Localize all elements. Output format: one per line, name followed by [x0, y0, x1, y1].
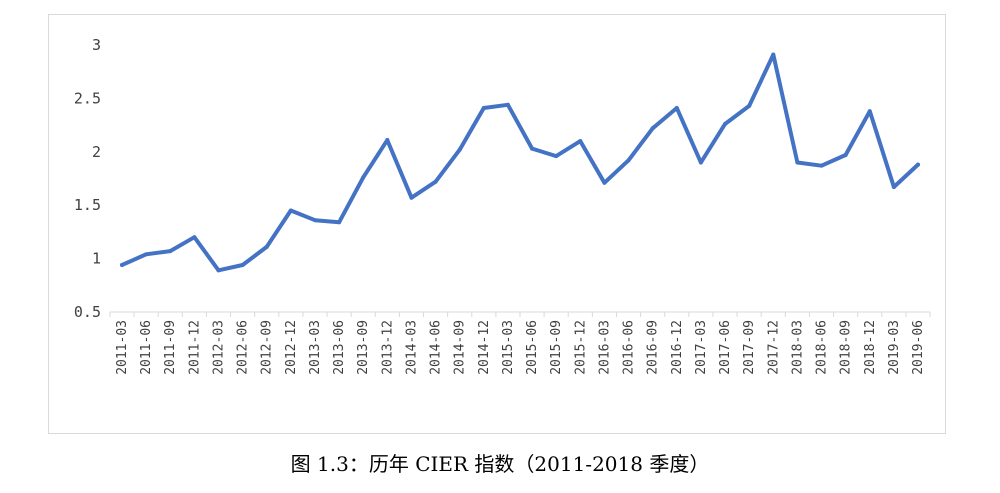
- y-tick-label: 1.5: [74, 196, 101, 214]
- data-point: [505, 102, 510, 107]
- data-point: [602, 180, 607, 185]
- x-tick-label: 2011-12: [187, 320, 202, 375]
- y-axis-ticks: 0.5 1 1.5 2 2.5 3: [74, 36, 101, 321]
- x-tick-label: 2011-03: [115, 320, 130, 375]
- x-tick-label: 2015-09: [549, 320, 564, 375]
- data-point: [916, 162, 920, 167]
- data-point: [481, 106, 486, 111]
- x-tick-label: 2018-06: [815, 320, 830, 375]
- x-tick-label: 2014-03: [404, 320, 419, 375]
- data-point: [312, 218, 317, 223]
- data-point: [723, 122, 728, 127]
- x-tick-label: 2016-03: [597, 320, 612, 375]
- data-point: [554, 154, 559, 159]
- chart-frame: 0.5 1 1.5 2 2.5 3 2011-03 2011-06 2011-09 2011-1…: [48, 14, 946, 434]
- y-tick-label: 3: [92, 36, 101, 54]
- x-tick-label: 2012-12: [284, 320, 299, 375]
- x-tick-label: 2017-06: [718, 320, 733, 375]
- x-tick-label: 2017-12: [766, 320, 781, 375]
- x-tick-label: 2014-12: [477, 320, 492, 375]
- data-point: [747, 103, 752, 108]
- x-tick-label: 2011-06: [139, 320, 154, 375]
- data-point: [795, 160, 800, 165]
- data-point: [192, 235, 197, 240]
- data-point: [698, 160, 703, 165]
- data-point: [385, 138, 390, 143]
- data-point: [891, 185, 896, 190]
- x-tick-label: 2013-09: [356, 320, 371, 375]
- x-tick-label: 2018-09: [839, 320, 854, 375]
- x-axis-ticks: 2011-03 2011-06 2011-09 2011-12 2012-03 2012-…: [109, 312, 931, 375]
- data-point: [867, 109, 872, 114]
- data-point: [337, 220, 342, 225]
- data-point: [530, 146, 535, 151]
- data-point: [120, 263, 124, 268]
- series-line: [120, 52, 920, 273]
- y-tick-label: 2.5: [74, 89, 101, 107]
- line-chart: 0.5 1 1.5 2 2.5 3 2011-03 2011-06 2011-09 2011-1…: [74, 36, 931, 375]
- x-tick-label: 2017-03: [694, 320, 709, 375]
- x-tick-label: 2013-03: [308, 320, 323, 375]
- x-tick-label: 2016-09: [646, 320, 661, 375]
- x-tick-label: 2017-09: [742, 320, 757, 375]
- figure-caption: 图 1.3：历年 CIER 指数（2011-2018 季度）: [290, 452, 710, 476]
- x-tick-label: 2014-09: [453, 320, 468, 375]
- data-point: [650, 126, 655, 131]
- data-point: [771, 52, 776, 57]
- x-tick-label: 2019-06: [911, 320, 926, 375]
- x-tick-label: 2011-09: [163, 320, 178, 375]
- x-tick-label: 2013-12: [380, 320, 395, 375]
- x-tick-label: 2015-06: [525, 320, 540, 375]
- x-tick-label: 2013-06: [332, 320, 347, 375]
- data-point: [578, 139, 583, 144]
- x-tick-label: 2018-03: [790, 320, 805, 375]
- x-tick-label: 2012-09: [260, 320, 275, 375]
- data-point: [433, 179, 438, 184]
- data-point: [361, 175, 366, 180]
- data-point: [264, 244, 269, 249]
- data-point: [288, 208, 293, 213]
- data-point: [626, 158, 631, 163]
- x-tick-label: 2018-12: [863, 320, 878, 375]
- data-point: [409, 195, 414, 200]
- data-point: [144, 252, 149, 257]
- x-tick-label: 2019-03: [887, 320, 902, 375]
- data-point: [216, 268, 221, 273]
- data-point: [457, 147, 462, 152]
- x-tick-label: 2015-12: [573, 320, 588, 375]
- x-tick-label: 2014-06: [429, 320, 444, 375]
- y-tick-label: 2: [92, 143, 101, 161]
- y-tick-label: 1: [92, 250, 101, 268]
- data-point: [819, 163, 824, 168]
- x-tick-label: 2012-03: [211, 320, 226, 375]
- data-point: [240, 263, 245, 268]
- x-tick-label: 2015-03: [501, 320, 516, 375]
- series-points: [120, 52, 920, 273]
- data-point: [674, 106, 679, 111]
- x-tick-label: 2016-12: [670, 320, 685, 375]
- x-tick-label: 2016-06: [622, 320, 637, 375]
- data-point: [843, 153, 848, 158]
- x-tick-label: 2012-06: [236, 320, 251, 375]
- y-tick-label: 0.5: [74, 303, 101, 321]
- data-point: [168, 249, 173, 254]
